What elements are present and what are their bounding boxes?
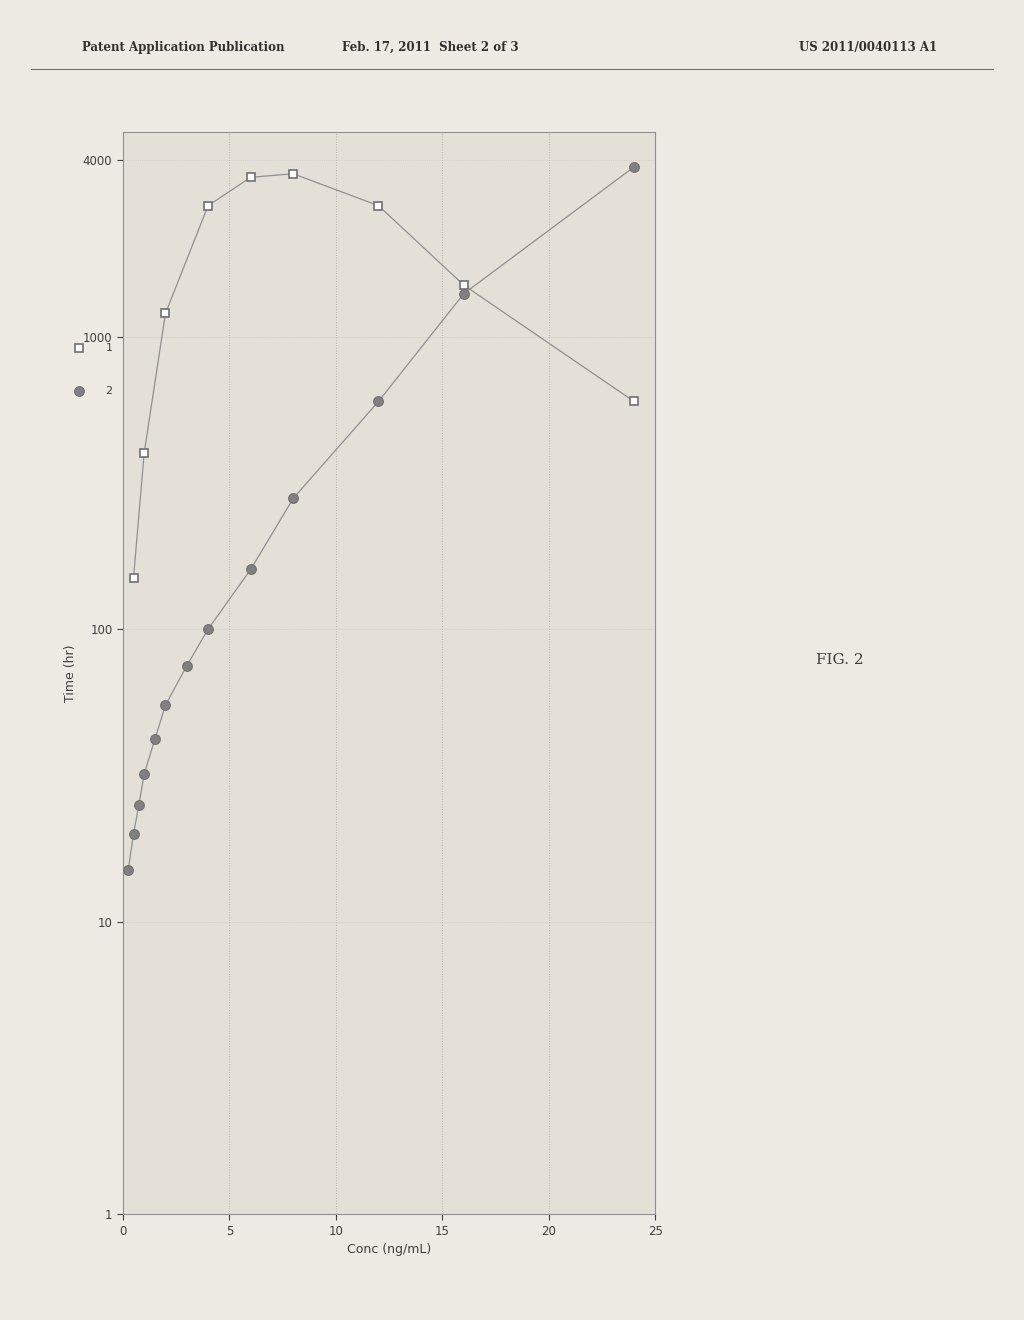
Text: Feb. 17, 2011  Sheet 2 of 3: Feb. 17, 2011 Sheet 2 of 3 (342, 41, 518, 54)
Text: 1: 1 (105, 343, 113, 354)
2 (202, 622, 214, 638)
X-axis label: Conc (ng/mL): Conc (ng/mL) (347, 1243, 431, 1257)
2 (133, 797, 145, 813)
1 (127, 570, 139, 586)
2 (180, 657, 193, 673)
2 (458, 286, 470, 302)
Text: 2: 2 (105, 385, 113, 396)
1 (245, 169, 257, 185)
2 (287, 491, 299, 507)
2 (628, 158, 640, 174)
Line: 2: 2 (123, 162, 639, 875)
1 (287, 166, 299, 182)
2 (148, 731, 161, 747)
Line: 1: 1 (129, 169, 638, 582)
2 (245, 561, 257, 577)
Text: FIG. 2: FIG. 2 (816, 653, 863, 667)
1 (160, 305, 172, 321)
1 (373, 198, 385, 214)
Text: US 2011/0040113 A1: US 2011/0040113 A1 (799, 41, 937, 54)
2 (138, 766, 151, 781)
Y-axis label: Time (hr): Time (hr) (65, 644, 77, 702)
1 (138, 445, 151, 461)
Text: Patent Application Publication: Patent Application Publication (82, 41, 285, 54)
2 (127, 826, 139, 842)
2 (122, 862, 134, 878)
2 (160, 697, 172, 713)
1 (458, 277, 470, 293)
1 (628, 393, 640, 409)
2 (373, 393, 385, 409)
1 (202, 198, 214, 214)
